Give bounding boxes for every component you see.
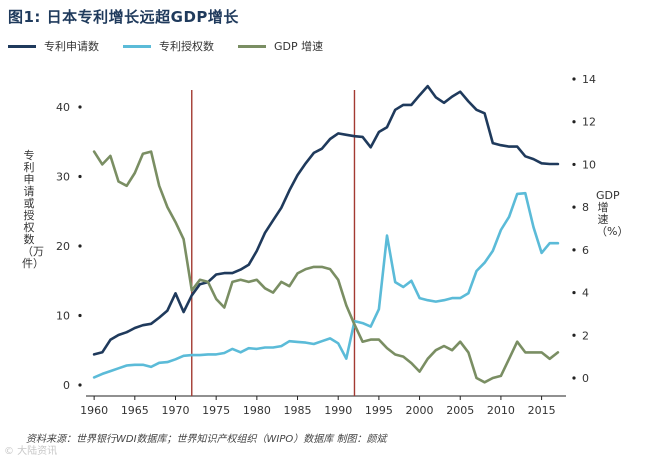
legend-label-grants: 专利授权数 (159, 40, 214, 53)
y-right-tick-label-2: 2 (582, 329, 589, 342)
y-left-tick-dot-20 (78, 244, 82, 248)
y-right-tick-label-6: 6 (582, 244, 589, 257)
x-tick-label-1990: 1990 (324, 404, 352, 417)
y-left-tick-label-20: 20 (56, 240, 70, 253)
x-tick-label-1975: 1975 (202, 404, 230, 417)
y-left-tick-label-10: 10 (56, 310, 70, 323)
chart-title: 图1: 日本专利增长远超GDP增长 (8, 8, 239, 26)
y-right-tick-dot-2 (572, 333, 576, 337)
x-tick-label-2005: 2005 (446, 404, 474, 417)
x-tick-label-1970: 1970 (161, 404, 189, 417)
series-line-applications (92, 84, 560, 356)
x-tick-label-1995: 1995 (365, 404, 393, 417)
y-left-tick-dot-30 (78, 174, 82, 179)
x-tick-label-2000: 2000 (406, 404, 434, 417)
legend: 专利申请数 专利授权数 GDP 增速 (8, 38, 347, 54)
x-tick-label-1965: 1965 (121, 404, 149, 417)
watermark: © 大陆资讯 (4, 446, 58, 457)
y-right-tick-label-10: 10 (582, 158, 596, 171)
x-tick-label-2010: 2010 (487, 404, 515, 417)
legend-label-gdp: GDP 增速 (274, 40, 324, 53)
y-left-tick-dot-10 (78, 313, 82, 318)
y-right-tick-dot-8 (572, 205, 576, 209)
y-right-tick-dot-14 (572, 77, 576, 81)
legend-label-applications: 专利申请数 (44, 40, 99, 53)
y-left-tick-label-30: 30 (56, 171, 70, 184)
y-right-tick-dot-4 (572, 290, 576, 295)
legend-swatch-applications (8, 44, 36, 48)
y-right-tick-dot-12 (572, 120, 576, 124)
source-note: 资料来源：世界银行WDI数据库；世界知识产权组织（WIPO）数据库 制图：颜斌 (26, 434, 387, 445)
legend-item-gdp: GDP 增速 (238, 38, 323, 54)
legend-item-applications: 专利申请数 (8, 38, 99, 54)
y-right-tick-dot-0 (572, 376, 576, 380)
legend-swatch-grants (123, 44, 151, 48)
y-axis-right-label: GDP增速（%） (596, 189, 629, 238)
series-line-grants (92, 191, 560, 379)
x-tick-label-1985: 1985 (284, 404, 312, 417)
y-right-tick-label-4: 4 (582, 287, 589, 300)
y-left-tick-dot-40 (78, 105, 82, 109)
y-right-tick-label-14: 14 (582, 73, 596, 86)
y-left-tick-dot-0 (78, 383, 82, 387)
y-right-tick-label-8: 8 (582, 201, 589, 214)
y-right-tick-label-12: 12 (582, 116, 596, 129)
x-tick-label-2015: 2015 (528, 404, 556, 417)
legend-swatch-gdp (238, 44, 266, 48)
legend-item-grants: 专利授权数 (123, 38, 214, 54)
y-left-tick-label-0: 0 (63, 379, 70, 392)
x-tick-label-1980: 1980 (243, 404, 271, 417)
y-right-tick-dot-10 (572, 162, 576, 167)
series-line-gdp (92, 150, 560, 384)
y-axis-left-label: 专利申请或授权数（万件） (22, 149, 44, 270)
y-right-tick-dot-6 (572, 248, 576, 252)
y-left-tick-label-40: 40 (56, 101, 70, 114)
x-tick-label-1960: 1960 (80, 404, 108, 417)
y-right-tick-label-0: 0 (582, 372, 589, 385)
